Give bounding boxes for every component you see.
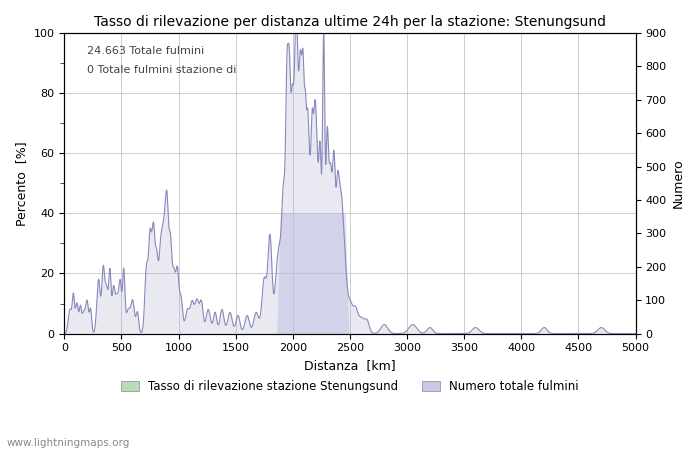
Title: Tasso di rilevazione per distanza ultime 24h per la stazione: Stenungsund: Tasso di rilevazione per distanza ultime…	[94, 15, 606, 29]
X-axis label: Distanza  [km]: Distanza [km]	[304, 359, 396, 372]
Y-axis label: Numero: Numero	[672, 158, 685, 208]
Y-axis label: Percento  [%]: Percento [%]	[15, 141, 28, 225]
Text: www.lightningmaps.org: www.lightningmaps.org	[7, 438, 130, 448]
Text: 24.663 Totale fulmini: 24.663 Totale fulmini	[87, 46, 204, 56]
Legend: Tasso di rilevazione stazione Stenungsund, Numero totale fulmini: Tasso di rilevazione stazione Stenungsun…	[116, 376, 584, 398]
Text: 0 Totale fulmini stazione di: 0 Totale fulmini stazione di	[87, 64, 237, 75]
